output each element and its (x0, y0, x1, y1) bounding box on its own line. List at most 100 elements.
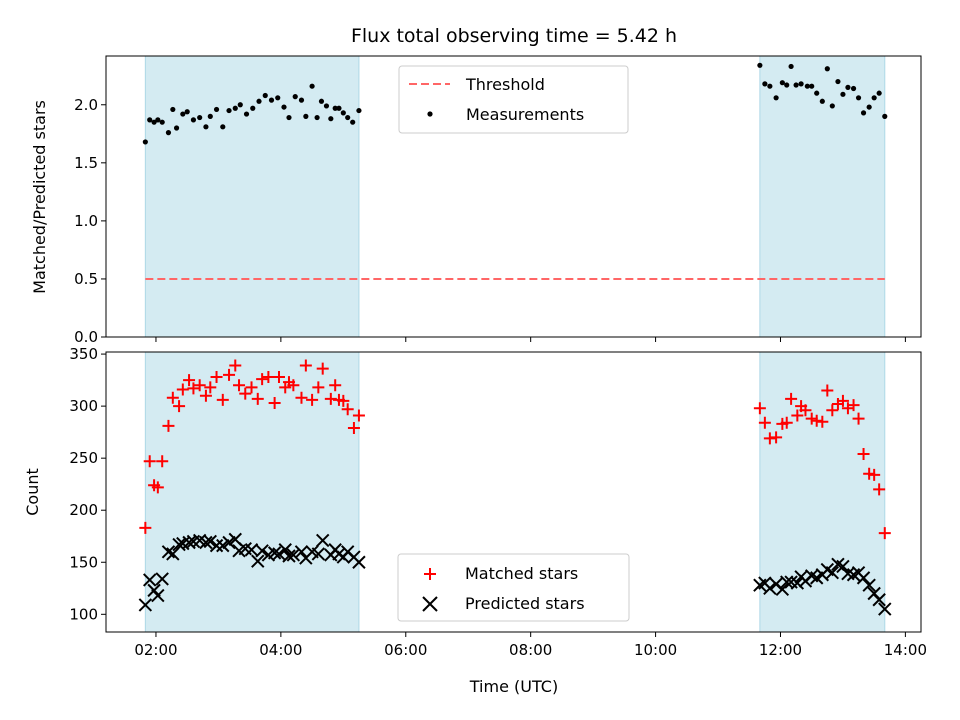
matched-stars-point (193, 379, 206, 392)
matched-stars-point (329, 379, 342, 392)
predicted-stars-point (278, 543, 292, 557)
shaded-interval-1 (144, 351, 360, 633)
top-axes-frame (105, 55, 922, 338)
matched-stars-point (785, 392, 798, 405)
matched-stars-point (780, 416, 793, 429)
y-tick-label: 150 (69, 553, 98, 571)
matched-stars-point (151, 481, 164, 494)
y-tick-label: 0.0 (74, 328, 98, 346)
measurement-point (323, 103, 330, 109)
matched-stars-point (229, 359, 242, 372)
matched-stars-point (873, 483, 886, 496)
measurement-point (256, 98, 262, 104)
matched-stars-point (791, 409, 804, 422)
legend-threshold-label: Threshold (465, 75, 545, 94)
y-tick-label: 1.0 (74, 212, 98, 230)
predicted-stars-point (151, 588, 165, 603)
predicted-stars-point (143, 573, 157, 587)
legend-predicted-label: Predicted stars (465, 594, 585, 613)
top-legend: Threshold Measurements (398, 65, 629, 134)
predicted-stars-point (311, 547, 326, 561)
matched-stars-point (272, 370, 285, 383)
measurement-point (345, 114, 351, 121)
measurement-point (237, 102, 243, 108)
measurement-point (309, 83, 315, 89)
matched-stars-point (295, 391, 308, 404)
measurement-point (243, 111, 250, 117)
measurement-point (340, 110, 346, 116)
x-tick-label: 10:00 (634, 641, 677, 659)
y-tick-label: 1.5 (74, 154, 98, 172)
measurement-point (882, 113, 888, 119)
predicted-stars-point (862, 578, 876, 592)
matched-stars-point (847, 399, 860, 412)
measurement-point (328, 116, 334, 122)
top-panel: 0.00.51.01.52.0 Matched/Predicted stars … (30, 55, 922, 346)
measurement-point (180, 111, 186, 117)
predicted-stars-point (878, 602, 892, 616)
measurement-point (850, 85, 857, 92)
measurement-point (281, 104, 287, 110)
x-tick-label: 04:00 (259, 641, 302, 659)
predicted-stars-point (172, 537, 186, 552)
predicted-stars-point (203, 534, 218, 549)
bottom-scatter-marks (138, 359, 892, 616)
measurement-point (190, 117, 197, 123)
matched-stars-point (251, 392, 264, 405)
measurement-point (232, 105, 238, 111)
bottom-shaded-intervals (144, 351, 886, 633)
matched-stars-point (187, 382, 200, 395)
measurement-point (142, 139, 148, 145)
matched-stars-point (763, 432, 776, 445)
y-tick-label: 250 (69, 449, 98, 467)
matched-stars-point (868, 468, 881, 481)
matched-stars-point (239, 387, 252, 400)
bottom-legend-box (397, 553, 630, 622)
measurement-point (207, 113, 213, 119)
predicted-stars-point (352, 555, 366, 569)
measurement-point (845, 84, 851, 90)
predicted-stars-point (836, 559, 850, 574)
matched-stars-point (268, 397, 281, 410)
matched-stars-point (753, 402, 766, 415)
matched-stars-point (816, 415, 829, 428)
matched-stars-point (256, 373, 269, 386)
predicted-stars-point (199, 535, 213, 550)
measurement-point (860, 110, 867, 116)
matched-stars-point (216, 393, 229, 406)
predicted-stars-point (286, 548, 301, 562)
measurement-point (155, 117, 161, 123)
matched-stars-point (176, 383, 189, 396)
predicted-stars-point (267, 546, 282, 560)
predicted-stars-point (209, 538, 224, 553)
predicted-stars-point (780, 575, 794, 589)
matched-stars-point (299, 359, 312, 372)
measurement-point (286, 114, 292, 121)
predicted-stars-point (166, 547, 180, 561)
measurement-point (213, 106, 220, 113)
predicted-stars-point (155, 572, 169, 586)
y-tick-label: 350 (69, 345, 98, 363)
matched-stars-point (223, 368, 236, 381)
chart-title: Flux total observing time = 5.42 h (351, 25, 677, 47)
matched-stars-point (173, 400, 186, 413)
bottom-axes-frame (105, 351, 922, 633)
predicted-stars-point (272, 547, 286, 561)
predicted-stars-point (856, 571, 871, 585)
matched-stars-point (199, 389, 212, 402)
matched-stars-point (324, 392, 337, 405)
matched-stars-point (852, 412, 865, 425)
predicted-stars-point (316, 533, 330, 548)
matched-stars-point (143, 455, 156, 468)
measurement-point (762, 81, 768, 87)
matched-stars-point (210, 370, 223, 383)
bottom-x-ticks: 02:00 04:00 06:00 08:00 10:00 12:00 14:00 (134, 632, 927, 659)
predicted-stars-point (763, 581, 777, 595)
matched-stars-point (341, 403, 354, 416)
measurement-point (757, 62, 763, 68)
matched-stars-point (770, 431, 783, 444)
matched-stars-point (799, 404, 812, 417)
shaded-interval-2 (759, 351, 886, 633)
measurement-point (184, 109, 190, 115)
measurement-point (262, 92, 268, 99)
